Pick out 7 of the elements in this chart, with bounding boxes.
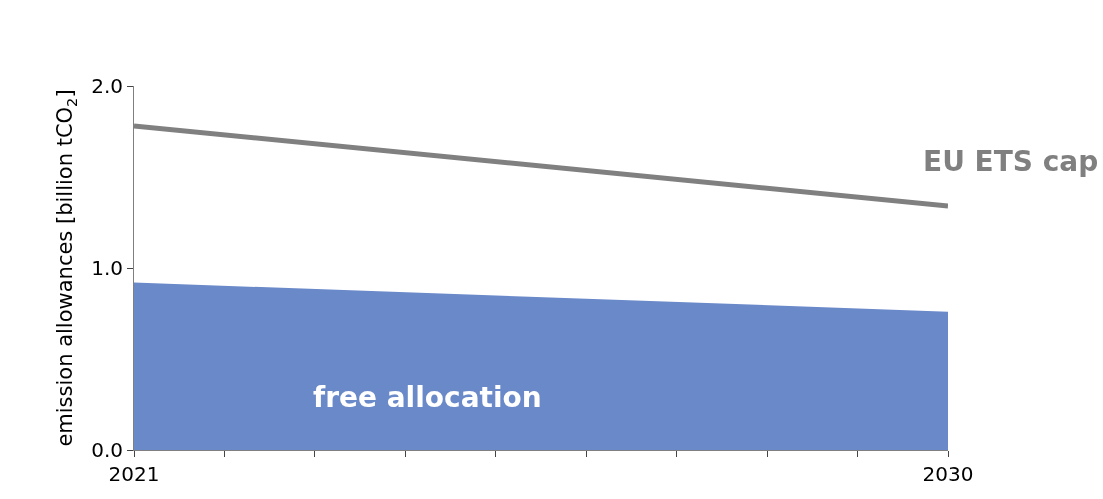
series-label: free allocation [313, 381, 542, 414]
x-tick-label: 2030 [922, 462, 974, 486]
y-tick-label: 0.0 [91, 438, 123, 462]
x-tick-label: 2021 [108, 462, 160, 486]
y-tick-label: 1.0 [91, 256, 123, 280]
series-label: EU ETS cap [923, 145, 1099, 178]
y-tick-label: 2.0 [91, 74, 123, 98]
